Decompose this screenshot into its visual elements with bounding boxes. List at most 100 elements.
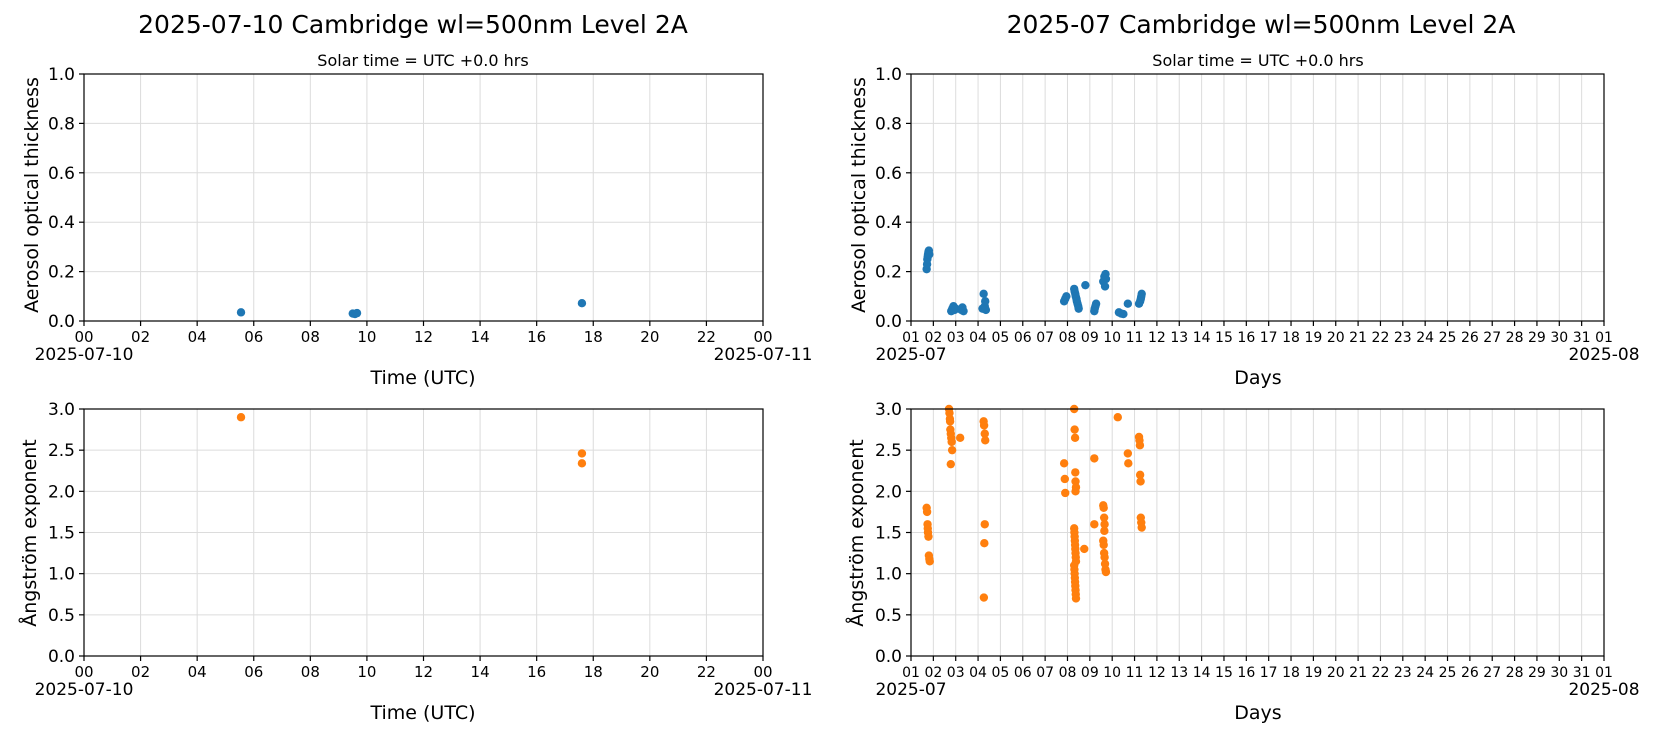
x-tick-label: 12 xyxy=(414,663,433,681)
y-tick-label: 0.8 xyxy=(875,114,902,134)
x-tick-label: 02 xyxy=(131,328,150,346)
data-point xyxy=(1100,282,1110,291)
x-tick-date-label: 2025-08 xyxy=(1568,345,1639,365)
data-point xyxy=(1137,523,1146,532)
data-point xyxy=(955,433,965,443)
x-tick-label: 14 xyxy=(471,328,490,346)
y-axis-label: Ångström exponent xyxy=(18,439,41,627)
y-tick-label: 2.0 xyxy=(48,482,75,502)
data-point xyxy=(945,417,955,426)
data-point xyxy=(1123,299,1133,308)
y-tick-label: 3.0 xyxy=(48,400,75,420)
x-tick-label: 01 xyxy=(902,665,920,681)
y-tick-label: 0.0 xyxy=(48,647,75,667)
x-tick-label: 09 xyxy=(1081,665,1099,681)
data-point xyxy=(979,289,988,299)
x-tick-label: 22 xyxy=(697,328,716,346)
x-tick-label: 12 xyxy=(1148,665,1166,681)
x-tick-label: 02 xyxy=(924,665,942,681)
data-point xyxy=(1101,567,1111,577)
data-point xyxy=(1062,292,1071,301)
y-tick-label: 0.4 xyxy=(48,213,75,233)
x-axis-label: Time (UTC) xyxy=(369,702,475,724)
x-tick-label: 31 xyxy=(1573,330,1591,346)
x-tick-label: 20 xyxy=(640,328,659,346)
x-tick-label: 18 xyxy=(1282,665,1300,681)
data-point xyxy=(577,299,587,308)
x-tick-date-label: 2025-07 xyxy=(875,680,946,700)
y-tick-label: 1.5 xyxy=(48,524,75,544)
x-tick-label: 00 xyxy=(74,663,93,681)
x-tick-label: 10 xyxy=(1103,665,1121,681)
x-tick-label: 00 xyxy=(753,663,772,681)
data-point xyxy=(577,449,587,458)
y-tick-label: 2.5 xyxy=(875,441,902,461)
data-point xyxy=(947,445,957,455)
data-point xyxy=(1124,459,1133,468)
x-tick-label: 04 xyxy=(188,663,207,681)
x-tick-label: 22 xyxy=(1372,665,1390,681)
data-point xyxy=(1101,274,1111,284)
x-tick-label: 25 xyxy=(1439,330,1457,346)
x-tick-label: 00 xyxy=(74,328,93,346)
x-tick-label: 26 xyxy=(1461,665,1479,681)
x-tick-label: 18 xyxy=(1282,330,1300,346)
data-point xyxy=(980,429,989,438)
data-point xyxy=(1135,470,1145,480)
y-tick-label: 1.0 xyxy=(48,565,75,585)
x-tick-date-label: 2025-07-10 xyxy=(35,345,134,365)
chart-month-aot: 2025-07 Cambridge wl=500nm Level 2A Sola… xyxy=(848,10,1640,389)
x-tick-label: 28 xyxy=(1506,665,1524,681)
data-point xyxy=(1070,425,1079,434)
x-tick-label: 08 xyxy=(1059,330,1077,346)
y-tick-label: 0.2 xyxy=(48,263,75,283)
y-tick-label: 0.5 xyxy=(875,606,902,626)
x-tick-label: 08 xyxy=(301,328,320,346)
y-tick-label: 2.0 xyxy=(875,482,902,502)
x-tick-label: 15 xyxy=(1215,665,1233,681)
data-point xyxy=(1061,488,1070,498)
data-point xyxy=(922,507,932,517)
x-tick-label: 06 xyxy=(244,663,263,681)
x-tick-label: 01 xyxy=(902,330,920,346)
x-tick-label: 00 xyxy=(753,328,772,346)
y-axis-label: Aerosol optical thickness xyxy=(21,77,43,313)
x-axis-label: Days xyxy=(1234,367,1281,389)
x-tick-label: 17 xyxy=(1260,330,1278,346)
chart-subtitle: Solar time = UTC +0.0 hrs xyxy=(317,51,528,70)
x-tick-label: 06 xyxy=(1014,330,1032,346)
data-point xyxy=(1113,413,1122,422)
x-tick-label: 07 xyxy=(1036,665,1054,681)
x-tick-label: 23 xyxy=(1394,330,1412,346)
data-point xyxy=(352,308,362,318)
x-tick-label: 02 xyxy=(131,663,150,681)
data-point xyxy=(1119,309,1128,319)
x-tick-label: 16 xyxy=(1237,330,1255,346)
data-point xyxy=(1135,441,1145,450)
data-point xyxy=(1070,433,1080,443)
y-tick-label: 0.5 xyxy=(48,606,75,626)
chart-day-angstrom: Time (UTC) Ångström exponent 002025-07-1… xyxy=(18,400,812,724)
x-tick-label: 30 xyxy=(1550,665,1568,681)
data-point xyxy=(1137,289,1146,299)
x-tick-label: 21 xyxy=(1349,330,1367,346)
x-tick-label: 29 xyxy=(1528,330,1546,346)
x-tick-label: 05 xyxy=(992,665,1010,681)
data-point xyxy=(959,306,968,316)
x-tick-label: 10 xyxy=(357,663,376,681)
x-tick-label: 12 xyxy=(1148,330,1166,346)
y-tick-label: 0.0 xyxy=(48,312,75,332)
x-tick-label: 03 xyxy=(947,665,965,681)
data-point xyxy=(1136,477,1145,486)
data-point xyxy=(1090,454,1099,463)
y-tick-label: 0.8 xyxy=(48,114,75,134)
y-tick-label: 0.0 xyxy=(875,647,902,667)
x-tick-label: 03 xyxy=(947,330,965,346)
data-point xyxy=(1099,503,1108,512)
data-point xyxy=(980,520,989,529)
y-tick-label: 0.4 xyxy=(875,213,902,233)
